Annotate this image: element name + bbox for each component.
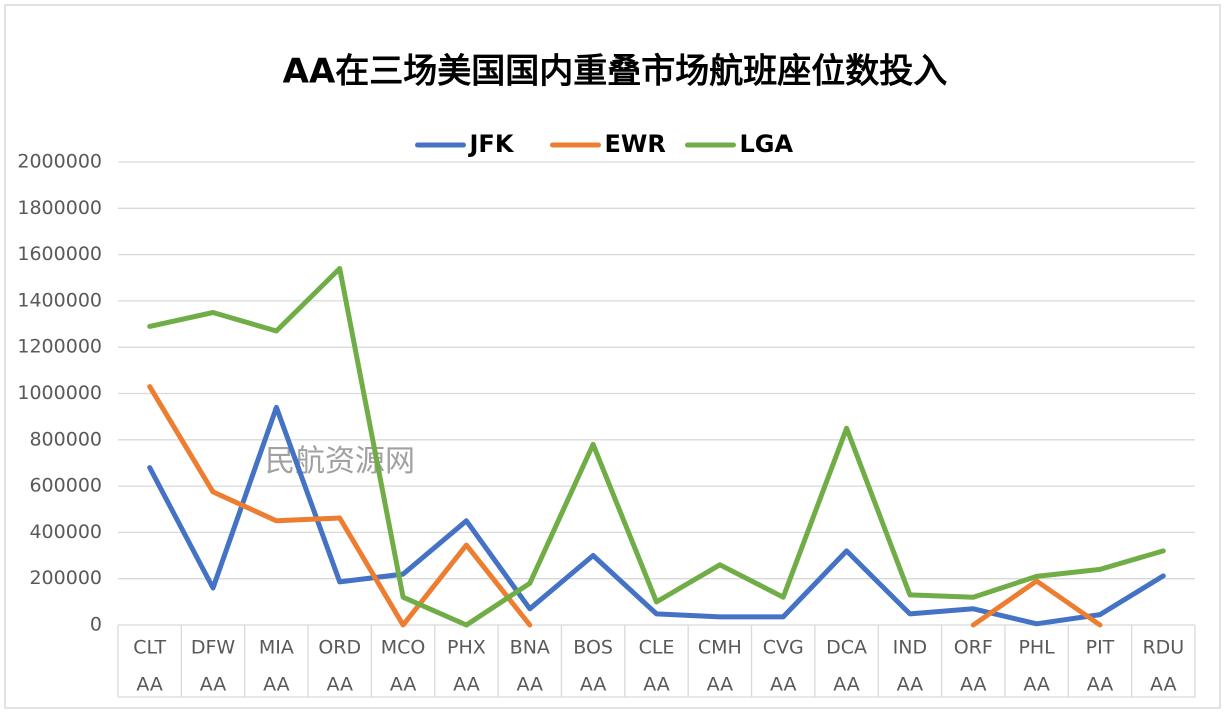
x-tick-label: PHX xyxy=(447,637,486,659)
y-tick-label: 1600000 xyxy=(17,243,102,265)
x-group-label: AA xyxy=(263,674,290,696)
x-group-label: AA xyxy=(833,674,860,696)
x-group-label: AA xyxy=(453,674,480,696)
series-line xyxy=(147,404,1166,627)
x-group-label: AA xyxy=(960,674,987,696)
x-tick-label: ORF xyxy=(954,637,993,659)
x-tick-label: CMH xyxy=(698,637,742,659)
x-tick-label: DFW xyxy=(191,637,236,659)
x-tick-label: ORD xyxy=(318,637,361,659)
x-tick-label: CVG xyxy=(763,637,804,659)
legend-label: JFK xyxy=(468,130,515,158)
x-group-label: AA xyxy=(643,674,670,696)
x-tick-label: PIT xyxy=(1086,637,1115,659)
y-tick-label: 400000 xyxy=(29,521,102,543)
y-tick-label: 1400000 xyxy=(17,289,102,311)
series-line xyxy=(147,384,1103,628)
y-tick-label: 200000 xyxy=(29,567,102,589)
chart-title: AA在三场美国国内重叠市场航班座位数投入 xyxy=(283,52,948,92)
x-tick-label: BOS xyxy=(573,637,613,659)
x-group-label: AA xyxy=(897,674,924,696)
x-group-label: AA xyxy=(770,674,797,696)
x-group-label: AA xyxy=(517,674,544,696)
x-tick-label: IND xyxy=(893,637,927,659)
y-tick-label: 1200000 xyxy=(17,336,102,358)
x-group-label: AA xyxy=(1023,674,1050,696)
x-group-label: AA xyxy=(326,674,353,696)
x-tick-label: CLT xyxy=(133,637,166,659)
x-tick-label: BNA xyxy=(510,637,550,659)
x-group-label: AA xyxy=(707,674,734,696)
x-tick-label: PHL xyxy=(1018,637,1055,659)
x-group-label: AA xyxy=(136,674,163,696)
y-tick-label: 2000000 xyxy=(17,151,102,173)
chart-frame xyxy=(4,4,1221,709)
series-line xyxy=(147,266,1166,628)
x-tick-label: RDU xyxy=(1142,637,1184,659)
x-group-label: AA xyxy=(580,674,607,696)
watermark: 民航资源网 xyxy=(265,444,415,479)
y-tick-label: 1800000 xyxy=(17,197,102,219)
y-tick-label: 0 xyxy=(90,614,102,636)
y-tick-label: 800000 xyxy=(29,428,102,450)
legend-label: LGA xyxy=(740,130,794,158)
y-tick-label: 1000000 xyxy=(17,382,102,404)
x-group-label: AA xyxy=(1150,674,1177,696)
x-group-label: AA xyxy=(200,674,227,696)
x-tick-label: CLE xyxy=(639,637,675,659)
legend-label: EWR xyxy=(605,130,666,158)
y-tick-label: 600000 xyxy=(29,475,102,497)
x-tick-label: MIA xyxy=(259,637,294,659)
x-group-label: AA xyxy=(1087,674,1114,696)
x-group-label: AA xyxy=(390,674,417,696)
x-tick-label: DCA xyxy=(826,637,867,659)
x-tick-label: MCO xyxy=(381,637,426,659)
